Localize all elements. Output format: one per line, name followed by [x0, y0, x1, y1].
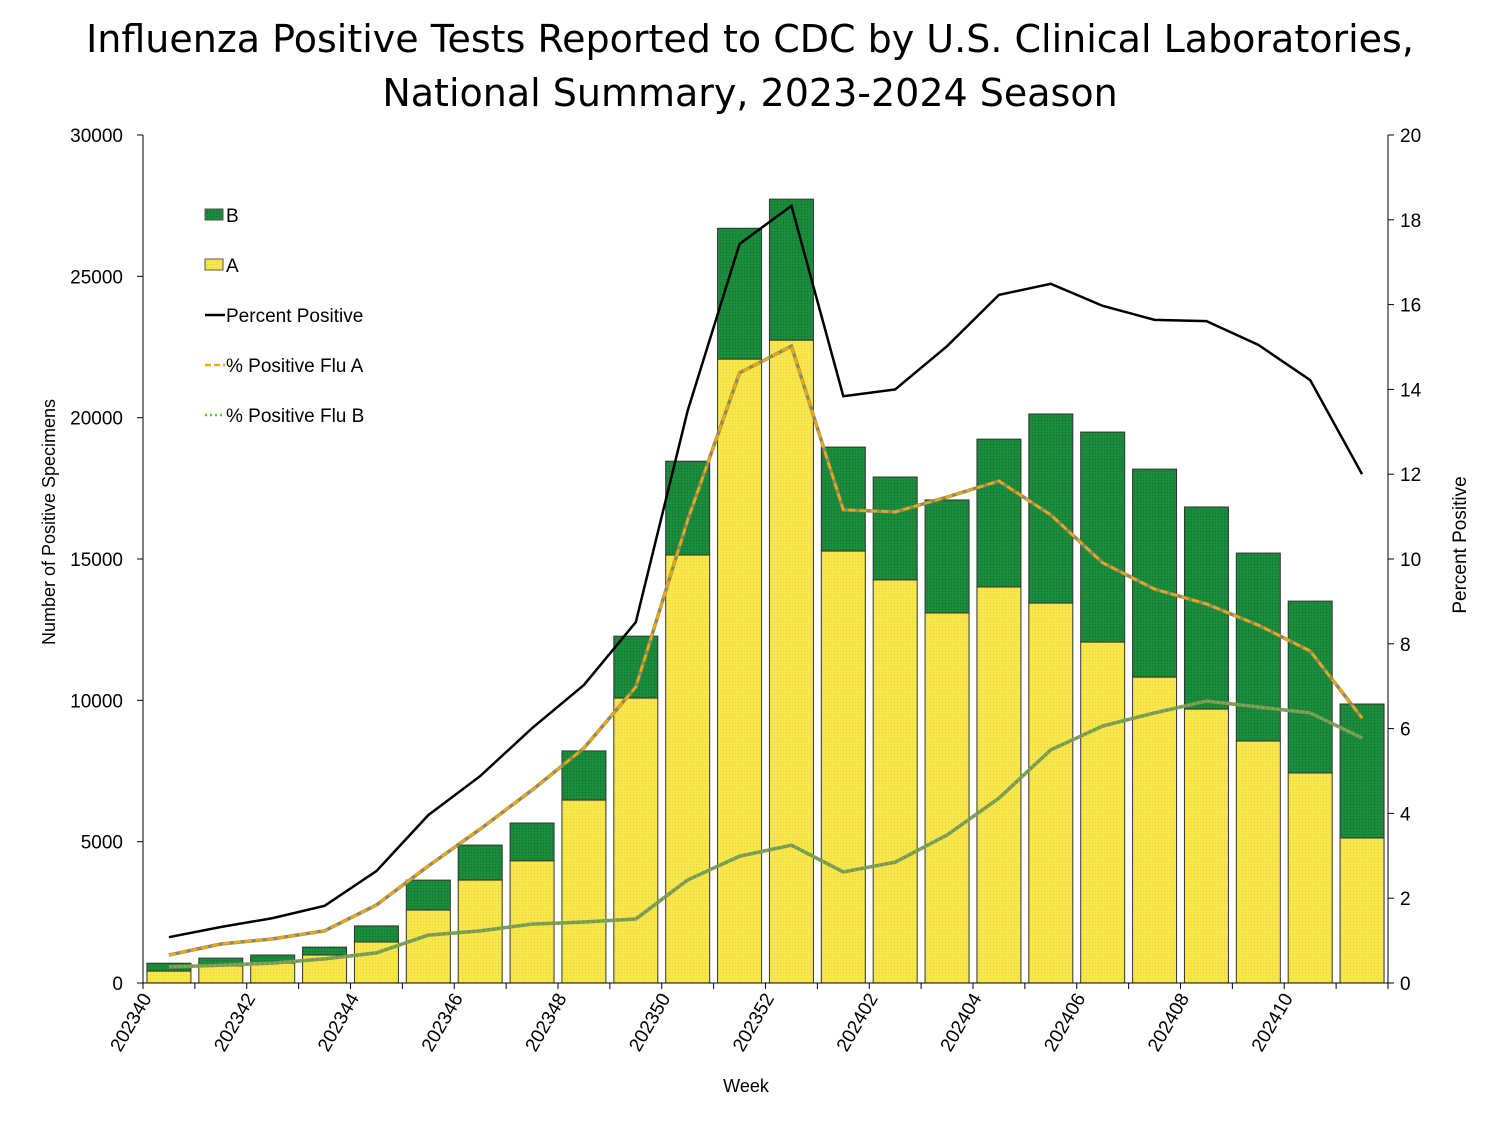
bar-b-202403	[924, 499, 970, 614]
bar-b-202345	[405, 879, 451, 911]
percent-positive-flu-a-line	[168, 344, 1364, 957]
lines-group	[168, 203, 1364, 969]
y2-tick-label: 14	[1400, 380, 1422, 401]
bar-b-202407	[1132, 468, 1178, 678]
y-tick-label: 0	[112, 974, 123, 995]
legend-swatch-b	[204, 208, 224, 221]
x-tick-label: 202340	[107, 990, 157, 1055]
x-axis-label: Week	[723, 1076, 770, 1096]
bar-b-202344	[353, 925, 399, 943]
bar-b-202404	[976, 438, 1022, 588]
x-tick-label: 202350	[625, 990, 675, 1055]
bar-a-202342	[250, 962, 296, 984]
y2-tick-label: 0	[1400, 974, 1411, 995]
legend-label: % Positive Flu A	[226, 356, 364, 377]
chart-title-line-2: National Summary, 2023-2024 Season	[382, 71, 1118, 115]
y-tick-label: 5000	[81, 833, 123, 854]
x-tick-label: 202404	[937, 990, 987, 1056]
bar-a-202410	[1287, 772, 1333, 984]
x-tick-label: 202344	[314, 990, 364, 1056]
percent-positive-flu-b-line-shadow	[168, 699, 1363, 969]
bar-b-202409	[1235, 552, 1281, 742]
bar-a-202352	[768, 339, 814, 984]
legend-label: B	[226, 206, 239, 227]
bar-a-202405	[1028, 602, 1074, 984]
x-tick-label: 202408	[1144, 990, 1194, 1055]
bar-a-202401	[820, 550, 866, 984]
y-tick-label: 25000	[70, 267, 123, 288]
legend-swatch-a	[204, 258, 224, 271]
y2-tick-label: 10	[1400, 550, 1421, 571]
y2-tick-label: 6	[1400, 720, 1411, 741]
bar-a-202348	[561, 799, 607, 984]
bar-a-202411	[1339, 837, 1385, 984]
y2-tick-label: 20	[1400, 126, 1421, 147]
x-tick-label: 202406	[1040, 990, 1090, 1055]
y2-tick-label: 18	[1400, 211, 1421, 232]
bars-group	[146, 198, 1385, 984]
y-axis-label: Number of Positive Specimens	[39, 399, 59, 645]
bar-a-202349	[613, 697, 659, 984]
bar-b-202352	[768, 198, 814, 341]
x-tick-label: 202348	[522, 990, 572, 1055]
bar-b-202406	[1080, 431, 1126, 643]
bar-a-202350	[665, 554, 711, 984]
y2-tick-label: 16	[1400, 296, 1421, 317]
bar-a-202407	[1132, 676, 1178, 984]
bar-b-202405	[1028, 413, 1074, 604]
bar-a-202351	[717, 358, 763, 984]
bar-a-202408	[1183, 708, 1229, 984]
x-tick-label: 202352	[729, 990, 779, 1055]
y2-tick-label: 8	[1400, 635, 1411, 656]
x-tick-label: 202346	[418, 990, 468, 1055]
bar-b-202343	[302, 946, 348, 956]
bar-b-202410	[1287, 600, 1333, 774]
bar-a-202406	[1080, 641, 1126, 984]
bar-a-202345	[405, 909, 451, 984]
bar-a-202341	[198, 965, 244, 984]
y-tick-label: 10000	[70, 691, 123, 712]
bar-a-202403	[924, 612, 970, 984]
percent-positive-flu-b-line	[168, 699, 1363, 969]
y2-tick-label: 2	[1400, 889, 1411, 910]
bar-b-202346	[457, 844, 503, 881]
y-tick-label: 20000	[70, 409, 123, 430]
legend-label: % Positive Flu B	[226, 406, 364, 427]
y-tick-label: 30000	[70, 126, 123, 147]
percent-positive-line	[168, 203, 1364, 939]
legend-label: A	[226, 256, 239, 277]
bar-a-202340	[146, 970, 192, 984]
legend: B A Percent Positive % Positive Flu A % Posi…	[204, 206, 364, 427]
bar-b-202348	[561, 750, 607, 801]
y2-tick-label: 4	[1400, 804, 1411, 825]
x-tick-label: 202402	[833, 990, 883, 1055]
legend-label: Percent Positive	[226, 306, 363, 327]
y-tick-label: 15000	[70, 550, 123, 571]
percent-positive-flu-a-line-shadow	[168, 343, 1364, 957]
bar-b-202408	[1183, 506, 1229, 710]
chart-title-line-1: Influenza Positive Tests Reported to CDC…	[86, 17, 1414, 61]
bar-b-202347	[509, 822, 555, 862]
y2-tick-label: 12	[1400, 465, 1421, 486]
y2-axis-label: Percent Positive	[1450, 476, 1471, 613]
chart-title: Influenza Positive Tests Reported to CDC…	[0, 12, 1500, 120]
x-tick-label: 202410	[1248, 990, 1298, 1055]
x-tick-label: 202342	[210, 990, 260, 1055]
bar-b-202402	[872, 476, 918, 581]
bar-a-202409	[1235, 740, 1281, 984]
bar-a-202402	[872, 579, 918, 984]
bar-b-202411	[1339, 703, 1385, 839]
